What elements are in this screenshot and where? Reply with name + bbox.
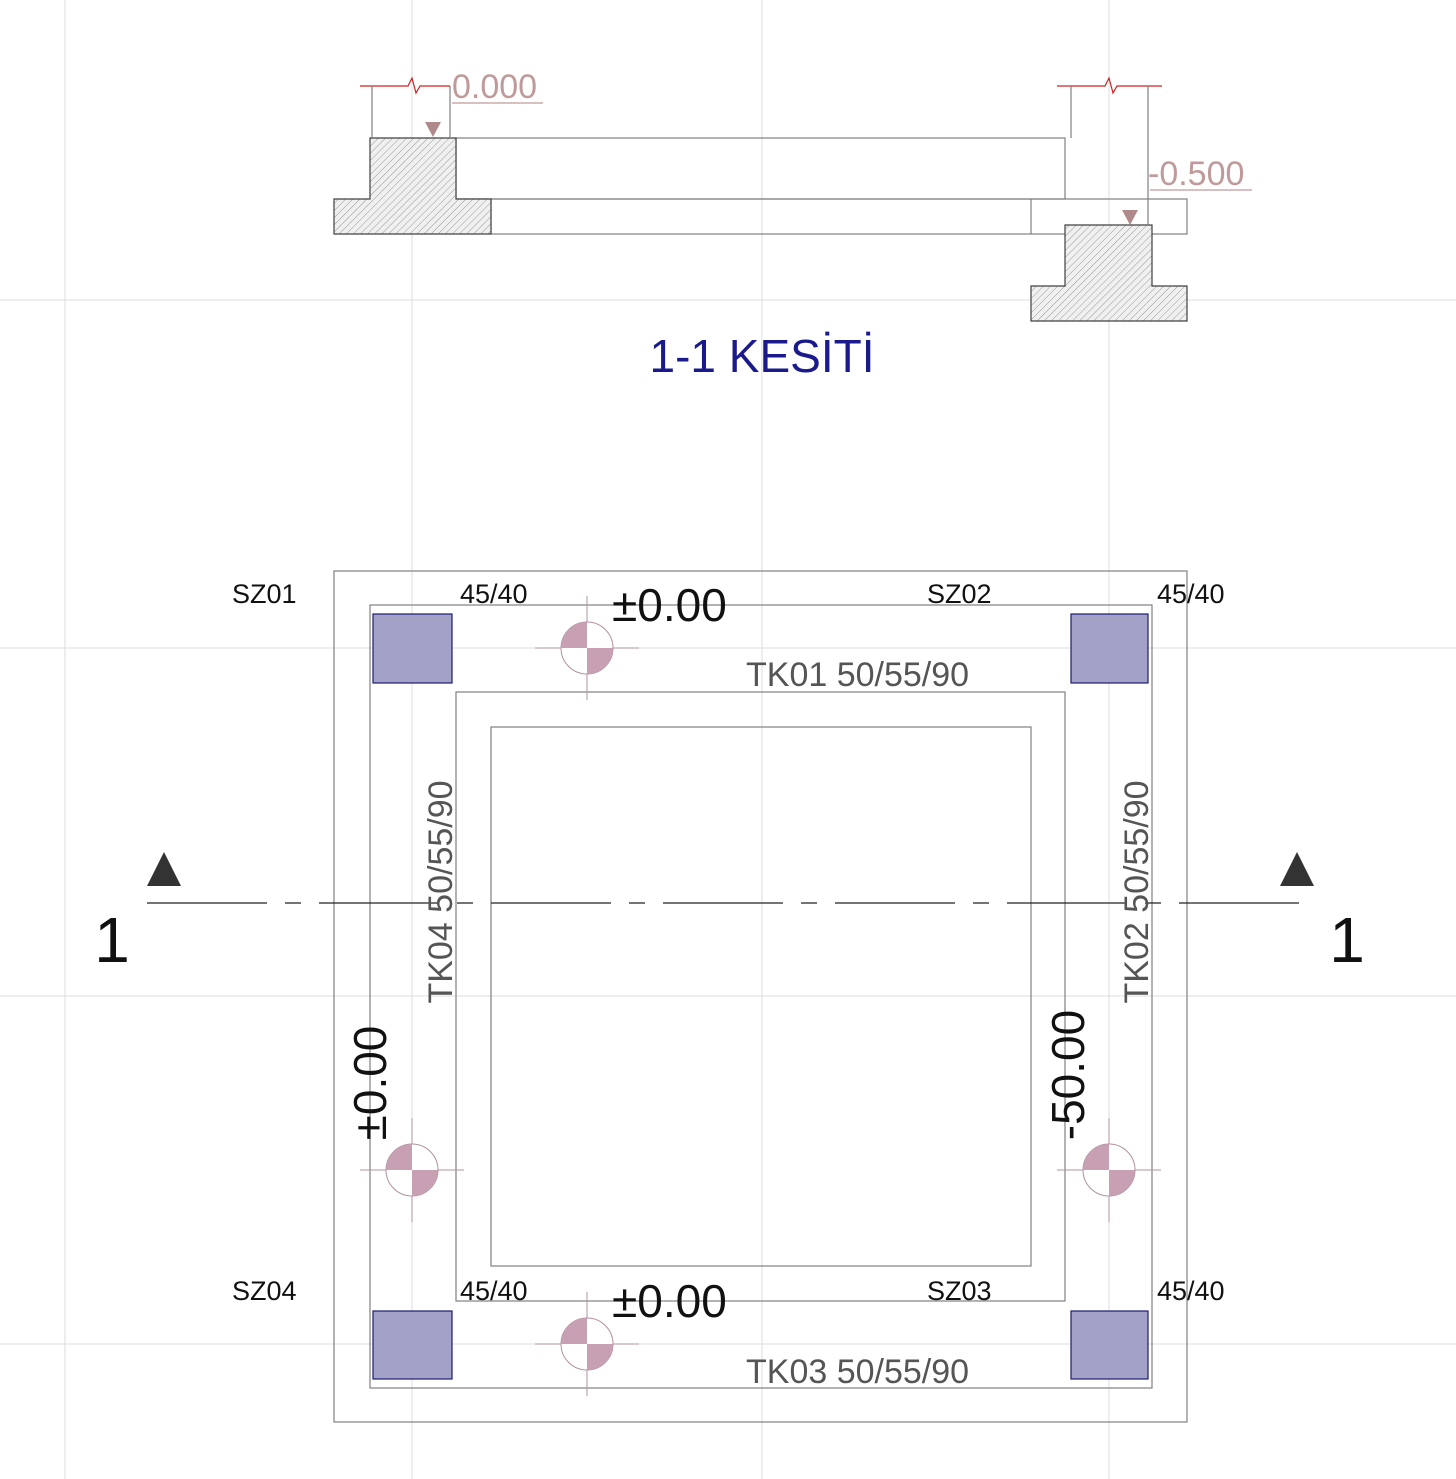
section-mark: 1 xyxy=(94,904,130,976)
column-size: 45/40 xyxy=(1157,1276,1225,1306)
column-name: SZ04 xyxy=(232,1276,297,1306)
section-drawing: 0.000 -0.500 1-1 KESİTİ xyxy=(333,68,1252,382)
elevation-quadrant xyxy=(587,648,613,674)
elevation-label: -50.00 xyxy=(1042,1010,1094,1140)
elevation-quadrant xyxy=(1083,1144,1109,1170)
column xyxy=(1070,1310,1149,1380)
elevation-quadrant xyxy=(587,1344,613,1370)
section-title: 1-1 KESİTİ xyxy=(650,330,875,382)
column-name: SZ03 xyxy=(927,1276,992,1306)
column-name: SZ02 xyxy=(927,579,992,609)
plan: 1 1 SZ01 45/40 SZ02 45/40 SZ03 45/40 SZ0… xyxy=(94,570,1365,1423)
elevation-quadrant xyxy=(1109,1170,1135,1196)
elevation-label: ±0.00 xyxy=(612,579,727,631)
column xyxy=(1070,613,1149,684)
elevation-quadrant xyxy=(386,1144,412,1170)
column-size: 45/40 xyxy=(460,1276,528,1306)
elevation-quadrant xyxy=(412,1170,438,1196)
level-label: 0.000 xyxy=(452,68,537,106)
column xyxy=(372,1310,453,1380)
level-label: -0.500 xyxy=(1148,155,1244,193)
section-mark: 1 xyxy=(1329,904,1365,976)
beam-label: TK04 50/55/90 xyxy=(422,780,460,1003)
elevation-label: ±0.00 xyxy=(344,1026,396,1141)
elevation-quadrant xyxy=(561,1318,587,1344)
column-name: SZ01 xyxy=(232,579,297,609)
beam-label: TK03 50/55/90 xyxy=(746,1353,969,1391)
elevation-label: ±0.00 xyxy=(612,1275,727,1327)
beam-label: TK02 50/55/90 xyxy=(1118,780,1156,1003)
column xyxy=(372,613,453,684)
column-size: 45/40 xyxy=(1157,579,1225,609)
beam-label: TK01 50/55/90 xyxy=(746,656,969,694)
elevation-quadrant xyxy=(561,622,587,648)
column-size: 45/40 xyxy=(460,579,528,609)
